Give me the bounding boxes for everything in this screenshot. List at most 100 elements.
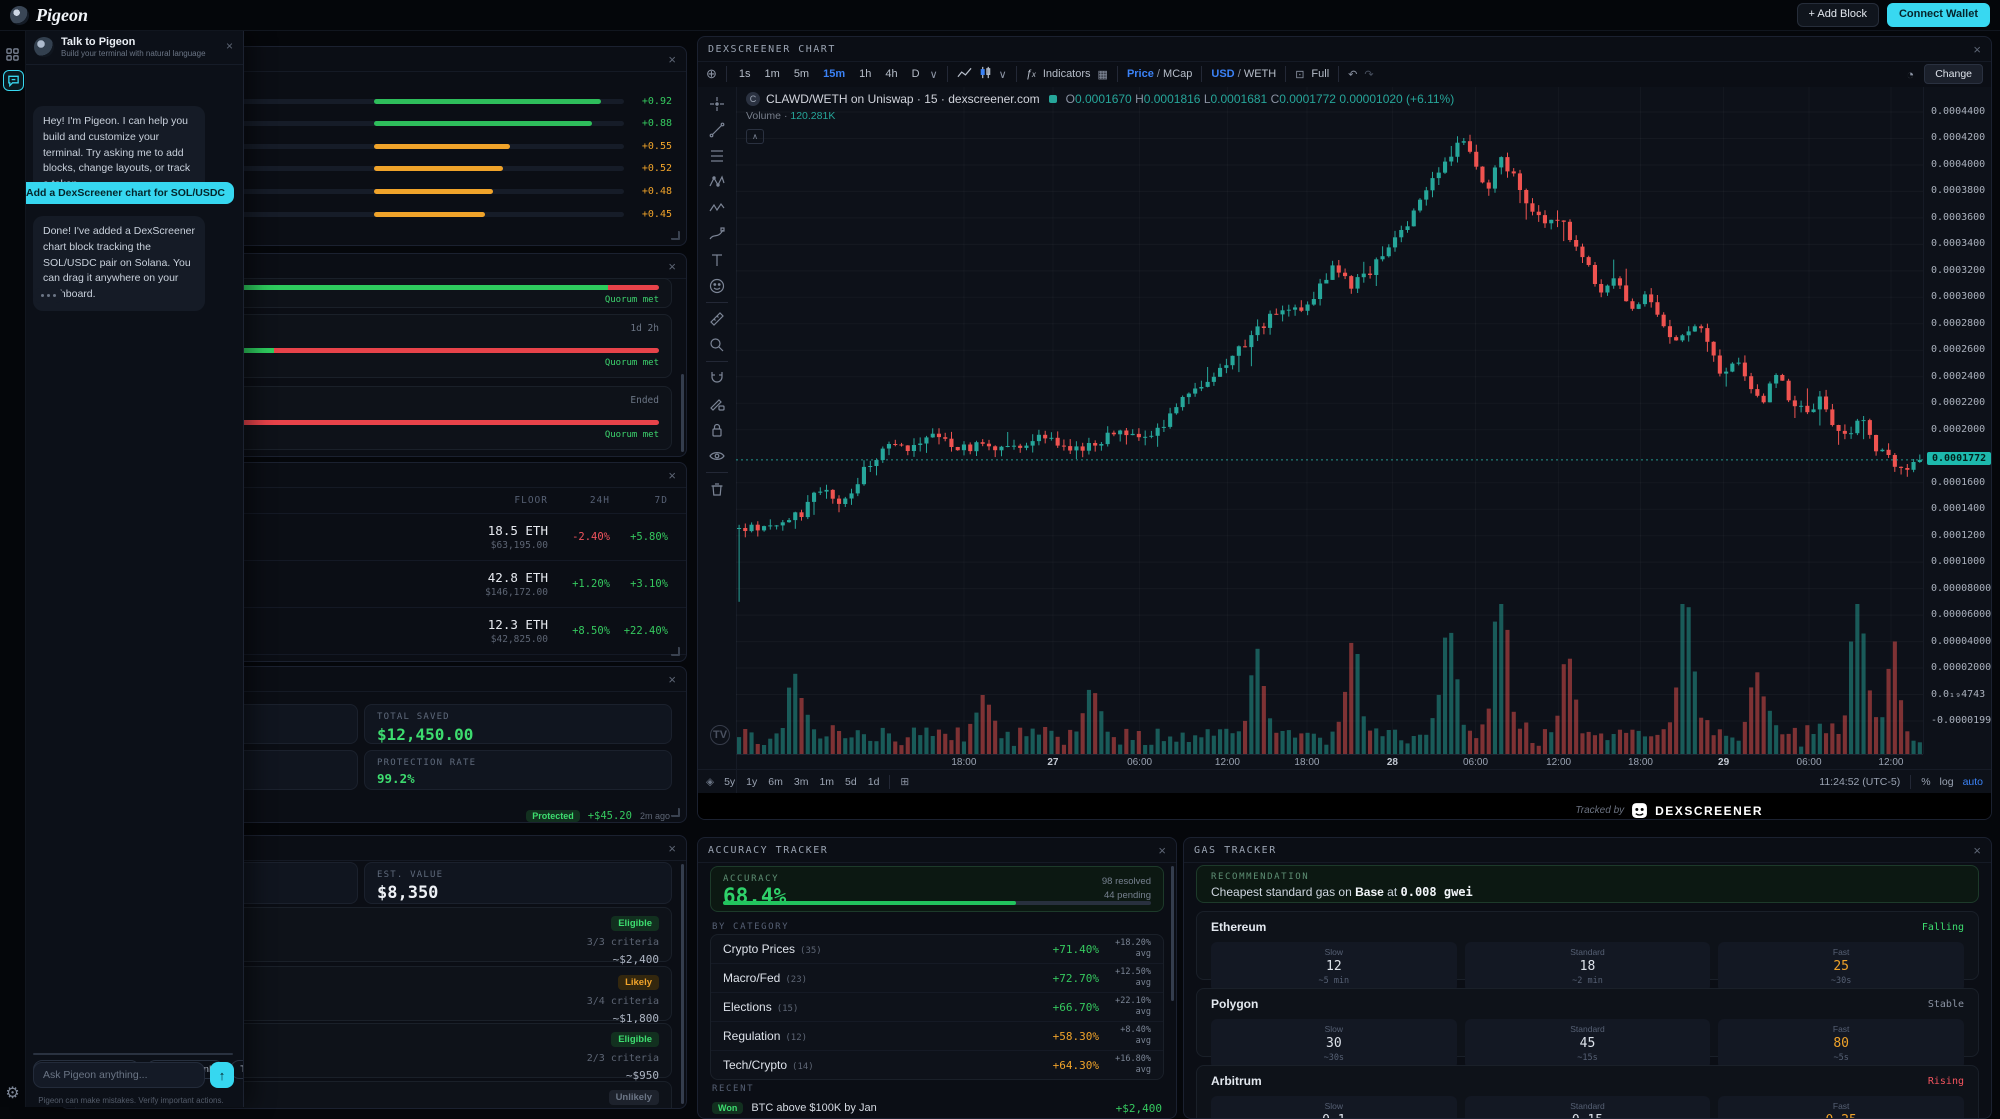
emoji-tool-icon[interactable] bbox=[704, 273, 730, 299]
sentiment-value: +0.88 bbox=[641, 118, 672, 130]
close-icon[interactable]: × bbox=[1158, 842, 1166, 858]
chat-input[interactable]: Ask Pigeon anything... bbox=[33, 1062, 205, 1088]
close-icon[interactable]: × bbox=[225, 39, 233, 53]
category-name: Macro/Fed bbox=[723, 971, 781, 985]
elliott-wave-tool-icon[interactable] bbox=[704, 195, 730, 221]
nft-row[interactable]: 18.5 ETH $63,195.00 -2.40% +5.80% bbox=[61, 513, 686, 560]
redo-icon[interactable]: ↷ bbox=[1364, 68, 1374, 81]
candles-icon[interactable] bbox=[979, 66, 992, 82]
price-axis-label: 0.0002400 bbox=[1931, 370, 1986, 382]
nft-row[interactable]: 4.2 ETH bbox=[61, 654, 686, 661]
fib-tool-icon[interactable] bbox=[704, 143, 730, 169]
timeframe-15m[interactable]: 15m bbox=[823, 68, 846, 80]
chat-icon[interactable] bbox=[3, 70, 24, 91]
range-1d[interactable]: 1d bbox=[867, 776, 880, 788]
price-axis-label: 0.00002000 bbox=[1931, 662, 1992, 674]
close-icon[interactable]: × bbox=[668, 258, 676, 274]
resize-handle[interactable] bbox=[671, 808, 680, 817]
category-row[interactable]: Elections (15) +66.70% +22.10% avg bbox=[711, 992, 1163, 1021]
tradingview-logo[interactable]: TV bbox=[710, 725, 730, 745]
timeframe-5m[interactable]: 5m bbox=[793, 68, 810, 80]
trash-tool-icon[interactable] bbox=[704, 476, 730, 502]
draw-lock-tool-icon[interactable] bbox=[704, 391, 730, 417]
text-tool-icon[interactable] bbox=[704, 247, 730, 273]
resize-handle[interactable] bbox=[671, 647, 680, 656]
scale-log[interactable]: log bbox=[1939, 776, 1954, 788]
hide-drawings-tool-icon[interactable] bbox=[704, 443, 730, 469]
range-1y[interactable]: 1y bbox=[746, 776, 758, 788]
magnet-tool-icon[interactable] bbox=[704, 365, 730, 391]
send-button[interactable]: ↑ bbox=[210, 1062, 234, 1088]
time-axis[interactable]: 18:00 27 06:00 12:00 18:00 28 06:00 12:00 18:00 2… bbox=[736, 754, 1923, 770]
change-button[interactable]: Change bbox=[1924, 64, 1983, 84]
brush-tool-icon[interactable] bbox=[704, 221, 730, 247]
clock-label[interactable]: 11:24:52 (UTC-5) bbox=[1819, 776, 1901, 788]
indicators-icon[interactable]: ƒx bbox=[1025, 68, 1036, 80]
range-3m[interactable]: 3m bbox=[793, 776, 809, 788]
mcap-toggle[interactable]: MCap bbox=[1163, 68, 1193, 80]
usd-toggle[interactable]: USD bbox=[1211, 68, 1235, 80]
fullscreen-icon[interactable]: ⊡ bbox=[1295, 68, 1305, 81]
close-icon[interactable]: × bbox=[668, 51, 676, 67]
timeframe-1m[interactable]: 1m bbox=[764, 68, 780, 80]
typing-indicator bbox=[33, 288, 63, 303]
votes-against bbox=[88, 420, 659, 425]
category-row[interactable]: Tech/Crypto (14) +64.30% +16.80% avg bbox=[711, 1050, 1163, 1079]
avg-word: avg bbox=[1135, 1007, 1151, 1017]
indicators-label[interactable]: Indicators bbox=[1042, 68, 1091, 80]
scrollbar[interactable] bbox=[681, 374, 684, 452]
full-label[interactable]: Full bbox=[1311, 68, 1330, 80]
timeframe-4h[interactable]: 4h bbox=[885, 68, 898, 80]
trend-line-tool-icon[interactable] bbox=[704, 117, 730, 143]
layout-grid-icon[interactable]: ▦ bbox=[1097, 68, 1108, 81]
candlestick-chart[interactable] bbox=[736, 87, 1923, 754]
go-to-date-icon[interactable]: ⊞ bbox=[900, 776, 910, 788]
resize-handle[interactable] bbox=[671, 231, 680, 240]
category-row[interactable]: Macro/Fed (23) +72.70% +12.50% avg bbox=[711, 963, 1163, 992]
scale-auto[interactable]: auto bbox=[1962, 776, 1983, 788]
add-block-button[interactable]: + Add Block bbox=[1796, 3, 1879, 27]
gauge-icon[interactable]: ◔ bbox=[1906, 66, 1915, 82]
timeframe-1s[interactable]: 1s bbox=[738, 68, 751, 80]
price-axis[interactable]: 0.0004400 0.0004200 0.0004000 0.0003800 0.00… bbox=[1923, 87, 1992, 754]
crosshair-tool-icon[interactable] bbox=[704, 91, 730, 117]
close-icon[interactable]: × bbox=[668, 840, 676, 856]
close-icon[interactable]: × bbox=[668, 467, 676, 483]
zoom-tool-icon[interactable] bbox=[704, 332, 730, 358]
timeframe-1h[interactable]: 1h bbox=[859, 68, 872, 80]
criteria-count: 3/3 criteria bbox=[586, 937, 659, 948]
category-row[interactable]: Regulation (12) +58.30% +8.40% avg bbox=[711, 1021, 1163, 1050]
range-5d[interactable]: 5d bbox=[845, 776, 857, 788]
range-6m[interactable]: 6m bbox=[768, 776, 783, 788]
undo-icon[interactable]: ↶ bbox=[1348, 68, 1358, 81]
weth-toggle[interactable]: WETH bbox=[1243, 68, 1277, 80]
diamond-icon[interactable]: ◈ bbox=[706, 776, 715, 788]
lock-tool-icon[interactable] bbox=[704, 417, 730, 443]
nft-row[interactable]: 42.8 ETH $146,172.00 +1.20% +3.10% bbox=[61, 560, 686, 607]
scrollbar[interactable] bbox=[681, 864, 684, 1104]
ruler-tool-icon[interactable] bbox=[704, 306, 730, 332]
blocks-grid-icon[interactable] bbox=[3, 45, 22, 64]
recent-row[interactable]: Won BTC above $100K by Jan +$2,400 bbox=[710, 1096, 1164, 1118]
pattern-tool-icon[interactable] bbox=[704, 169, 730, 195]
line-chart-icon[interactable] bbox=[957, 67, 972, 82]
close-icon[interactable]: × bbox=[1973, 842, 1981, 858]
close-icon[interactable]: × bbox=[668, 671, 676, 687]
scale-%[interactable]: % bbox=[1921, 776, 1931, 788]
price-axis-label: 0.0001600 bbox=[1931, 476, 1986, 488]
collapse-legend-button[interactable]: ∧ bbox=[746, 129, 764, 144]
scrollbar[interactable] bbox=[1171, 866, 1174, 1001]
close-icon[interactable]: × bbox=[1973, 41, 1981, 57]
time-axis-label: 29 bbox=[1718, 757, 1730, 768]
compass-icon[interactable]: ⊕ bbox=[706, 66, 717, 81]
chevron-down-icon[interactable]: ∨ bbox=[929, 68, 938, 81]
category-row[interactable]: Crypto Prices (35) +71.40% +18.20% avg bbox=[711, 935, 1163, 963]
chevron-down-icon[interactable]: ∨ bbox=[998, 68, 1007, 81]
nft-row[interactable]: 12.3 ETH $42,825.00 +8.50% +22.40% bbox=[61, 607, 686, 654]
range-1m[interactable]: 1m bbox=[819, 776, 835, 788]
connect-wallet-button[interactable]: Connect Wallet bbox=[1886, 3, 1990, 27]
price-toggle[interactable]: Price bbox=[1126, 68, 1154, 80]
timeframe-D[interactable]: D bbox=[911, 68, 920, 80]
range-5y[interactable]: 5y bbox=[724, 776, 736, 788]
settings-gear-icon[interactable]: ⚙ bbox=[5, 1084, 20, 1102]
